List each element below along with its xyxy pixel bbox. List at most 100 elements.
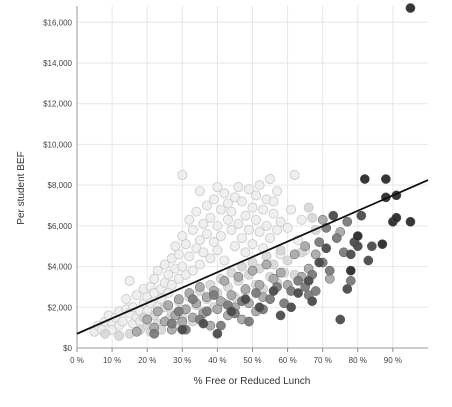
data-point <box>226 290 237 300</box>
data-point <box>194 186 205 197</box>
x-axis-title: % Free or Reduced Lunch <box>194 376 311 387</box>
data-point <box>198 218 209 229</box>
data-point <box>261 251 272 262</box>
data-point <box>219 275 230 286</box>
x-tick-label: 60 % <box>278 356 296 365</box>
data-point <box>275 245 286 256</box>
data-point <box>254 302 265 313</box>
data-point <box>233 218 244 229</box>
data-point <box>261 259 272 270</box>
data-point <box>268 286 279 296</box>
data-point <box>314 237 325 247</box>
data-point <box>324 273 335 284</box>
data-point <box>233 182 244 193</box>
data-point <box>254 280 265 290</box>
data-point <box>240 247 251 258</box>
data-point <box>366 241 377 252</box>
data-point <box>275 310 286 321</box>
data-point <box>310 249 321 260</box>
data-point <box>391 212 402 223</box>
data-point <box>265 233 276 244</box>
data-point <box>296 214 307 225</box>
data-point <box>405 3 416 13</box>
data-point <box>236 233 247 244</box>
y-tick-label: $2,000 <box>48 303 73 312</box>
data-point <box>152 306 163 317</box>
x-tick-label: 0 % <box>70 356 84 365</box>
data-point <box>247 202 258 213</box>
data-point <box>233 271 244 282</box>
data-point <box>314 257 325 268</box>
data-point <box>124 275 135 286</box>
data-point <box>359 174 370 184</box>
data-point <box>187 265 198 276</box>
data-point <box>184 214 195 225</box>
data-point <box>177 316 188 327</box>
data-point <box>289 169 300 180</box>
data-point <box>121 294 132 305</box>
data-point <box>180 239 191 250</box>
data-point <box>212 245 223 256</box>
data-point <box>321 243 332 254</box>
data-point <box>324 265 335 276</box>
data-point <box>163 300 174 311</box>
data-point <box>275 216 286 227</box>
data-point <box>307 296 318 307</box>
data-point <box>173 294 184 304</box>
data-point <box>149 328 160 339</box>
data-point <box>166 279 177 290</box>
data-point <box>205 212 216 223</box>
data-point <box>226 224 237 235</box>
data-point <box>265 174 276 185</box>
data-point <box>356 210 367 221</box>
x-tick-label: 10 % <box>103 356 121 365</box>
data-point <box>254 226 265 237</box>
data-point <box>173 249 184 260</box>
trendline <box>76 179 429 335</box>
data-point <box>345 265 356 276</box>
data-point <box>100 328 111 339</box>
data-point <box>212 182 223 193</box>
data-point <box>205 253 216 264</box>
data-point <box>240 294 251 304</box>
data-point <box>187 294 198 304</box>
data-point <box>286 204 297 215</box>
data-point <box>251 214 262 225</box>
data-point <box>265 294 275 304</box>
data-point <box>243 224 254 235</box>
data-point <box>212 220 223 231</box>
y-tick-label: $8,000 <box>48 181 73 190</box>
data-point <box>275 267 286 278</box>
data-point <box>201 200 212 211</box>
data-point <box>345 275 356 286</box>
trendline-layer <box>76 179 429 335</box>
data-point <box>226 206 237 217</box>
data-point <box>268 196 279 207</box>
data-point <box>212 328 223 339</box>
data-point <box>352 231 363 241</box>
data-point <box>131 290 142 301</box>
y-tick-label: $0 <box>63 344 72 353</box>
x-tick-label: 90 % <box>384 356 402 365</box>
data-point <box>258 204 269 215</box>
data-point <box>247 239 258 250</box>
data-point <box>159 259 170 270</box>
data-point <box>251 190 262 201</box>
x-tick-label: 30 % <box>173 356 191 365</box>
data-point <box>131 326 142 337</box>
data-point <box>244 316 254 327</box>
y-tick-label: $16,000 <box>43 18 72 27</box>
data-point <box>289 249 300 260</box>
data-point <box>215 204 226 215</box>
data-point <box>117 316 128 327</box>
data-point <box>282 222 293 233</box>
data-point <box>268 273 279 284</box>
data-point <box>240 210 251 221</box>
data-point <box>243 184 254 195</box>
x-tick-label: 20 % <box>138 356 156 365</box>
y-tick-label: $10,000 <box>43 140 72 149</box>
data-point <box>293 288 303 298</box>
data-point <box>247 265 258 276</box>
data-point <box>303 275 314 286</box>
data-point <box>328 210 339 221</box>
